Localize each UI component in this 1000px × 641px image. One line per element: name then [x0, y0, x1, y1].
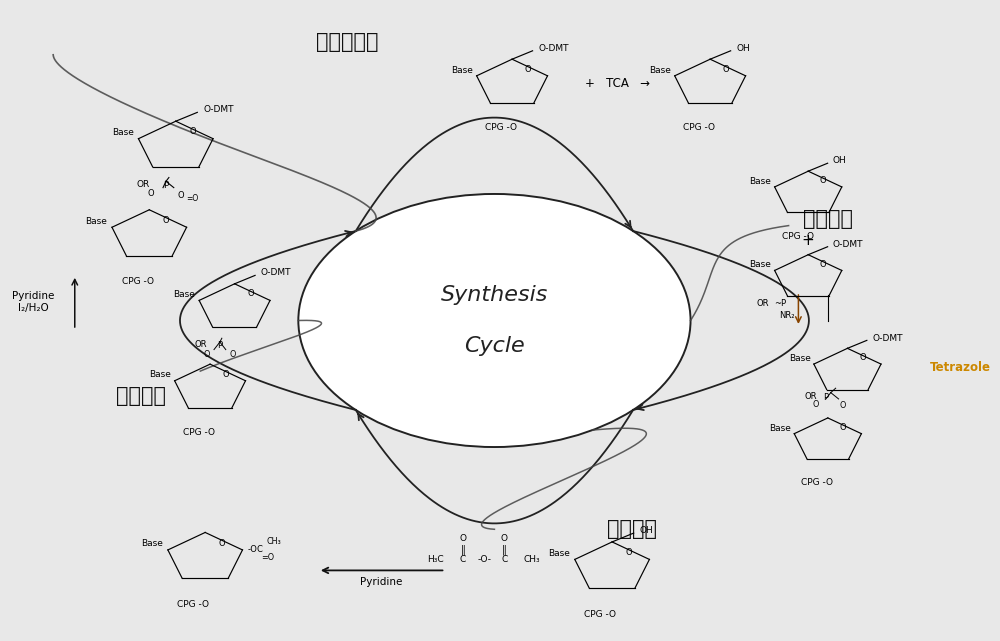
Text: Base: Base: [451, 65, 473, 74]
Text: +   TCA   →: + TCA →: [585, 77, 650, 90]
Text: 偶联反应: 偶联反应: [803, 209, 853, 229]
Text: CPG -O: CPG -O: [782, 231, 814, 240]
Text: O: O: [813, 399, 819, 408]
Text: O: O: [460, 534, 467, 543]
Text: -O-: -O-: [478, 555, 492, 564]
Text: Base: Base: [769, 424, 791, 433]
Text: 氧化阶段: 氧化阶段: [116, 387, 166, 406]
Text: +: +: [802, 233, 815, 247]
Text: =O: =O: [261, 553, 274, 562]
Text: 盖帽反应: 盖帽反应: [607, 519, 657, 539]
Text: C: C: [460, 555, 466, 564]
Text: O: O: [177, 191, 184, 200]
Text: O: O: [229, 350, 236, 359]
Text: Base: Base: [789, 354, 811, 363]
Text: O-DMT: O-DMT: [872, 333, 903, 342]
Text: O: O: [223, 370, 229, 379]
Text: CH₃: CH₃: [267, 537, 282, 546]
Text: Base: Base: [85, 217, 107, 226]
Text: OR: OR: [194, 340, 207, 349]
Text: P: P: [163, 181, 169, 190]
Text: O: O: [525, 65, 531, 74]
Text: O: O: [218, 538, 225, 547]
Text: C: C: [256, 545, 262, 554]
Text: NR₂: NR₂: [779, 311, 794, 320]
Text: O: O: [820, 260, 826, 269]
Text: CH₃: CH₃: [524, 555, 540, 564]
Text: Base: Base: [173, 290, 195, 299]
Text: O: O: [839, 401, 846, 410]
Text: O: O: [148, 190, 155, 199]
Text: Base: Base: [750, 260, 771, 269]
Text: OR: OR: [137, 180, 150, 189]
Text: CPG -O: CPG -O: [801, 478, 833, 487]
Text: O: O: [189, 128, 196, 137]
Text: Base: Base: [548, 549, 570, 558]
Text: OR: OR: [756, 299, 769, 308]
Text: Pyridine: Pyridine: [12, 292, 55, 301]
Text: ‖: ‖: [461, 544, 465, 554]
Text: O: O: [163, 216, 169, 225]
Text: O-DMT: O-DMT: [203, 105, 234, 114]
Text: Tetrazole: Tetrazole: [930, 362, 991, 374]
Text: 脚保护阶段: 脚保护阶段: [316, 32, 379, 52]
Text: OR: OR: [805, 392, 817, 401]
Text: Base: Base: [112, 128, 134, 137]
Text: H₃C: H₃C: [427, 555, 443, 564]
Text: C: C: [501, 555, 507, 564]
Text: Base: Base: [149, 370, 171, 379]
Text: CPG -O: CPG -O: [122, 278, 154, 287]
Text: O: O: [501, 534, 508, 543]
Text: CPG -O: CPG -O: [683, 123, 715, 132]
Text: =O: =O: [186, 194, 199, 203]
Text: OH: OH: [833, 156, 847, 165]
Text: ~P: ~P: [774, 299, 786, 308]
Text: CPG -O: CPG -O: [177, 600, 209, 609]
Text: OH: OH: [736, 44, 750, 53]
Text: Synthesis: Synthesis: [441, 285, 548, 305]
Text: CPG -O: CPG -O: [584, 610, 616, 619]
Text: P: P: [823, 393, 828, 402]
Text: O: O: [625, 548, 632, 557]
Text: O: O: [859, 353, 866, 362]
Text: Base: Base: [141, 539, 163, 548]
Text: CPG -O: CPG -O: [485, 123, 517, 132]
Text: O-DMT: O-DMT: [833, 240, 863, 249]
Text: O: O: [723, 65, 729, 74]
Text: Cycle: Cycle: [464, 336, 525, 356]
Text: P: P: [217, 341, 222, 351]
Text: OH: OH: [640, 526, 653, 535]
Text: -O: -O: [247, 545, 257, 554]
Text: O-DMT: O-DMT: [538, 44, 569, 53]
Text: Base: Base: [649, 65, 671, 74]
Text: Base: Base: [750, 177, 771, 186]
Text: O-DMT: O-DMT: [261, 269, 291, 278]
Text: CPG -O: CPG -O: [183, 428, 215, 437]
Text: Pyridine: Pyridine: [360, 577, 403, 587]
Text: O: O: [839, 423, 846, 432]
Text: O: O: [820, 176, 826, 185]
Text: O: O: [204, 349, 210, 358]
Text: O: O: [247, 289, 254, 298]
Text: I₂/H₂O: I₂/H₂O: [18, 303, 49, 313]
Text: ‖: ‖: [502, 544, 507, 554]
Circle shape: [298, 194, 691, 447]
